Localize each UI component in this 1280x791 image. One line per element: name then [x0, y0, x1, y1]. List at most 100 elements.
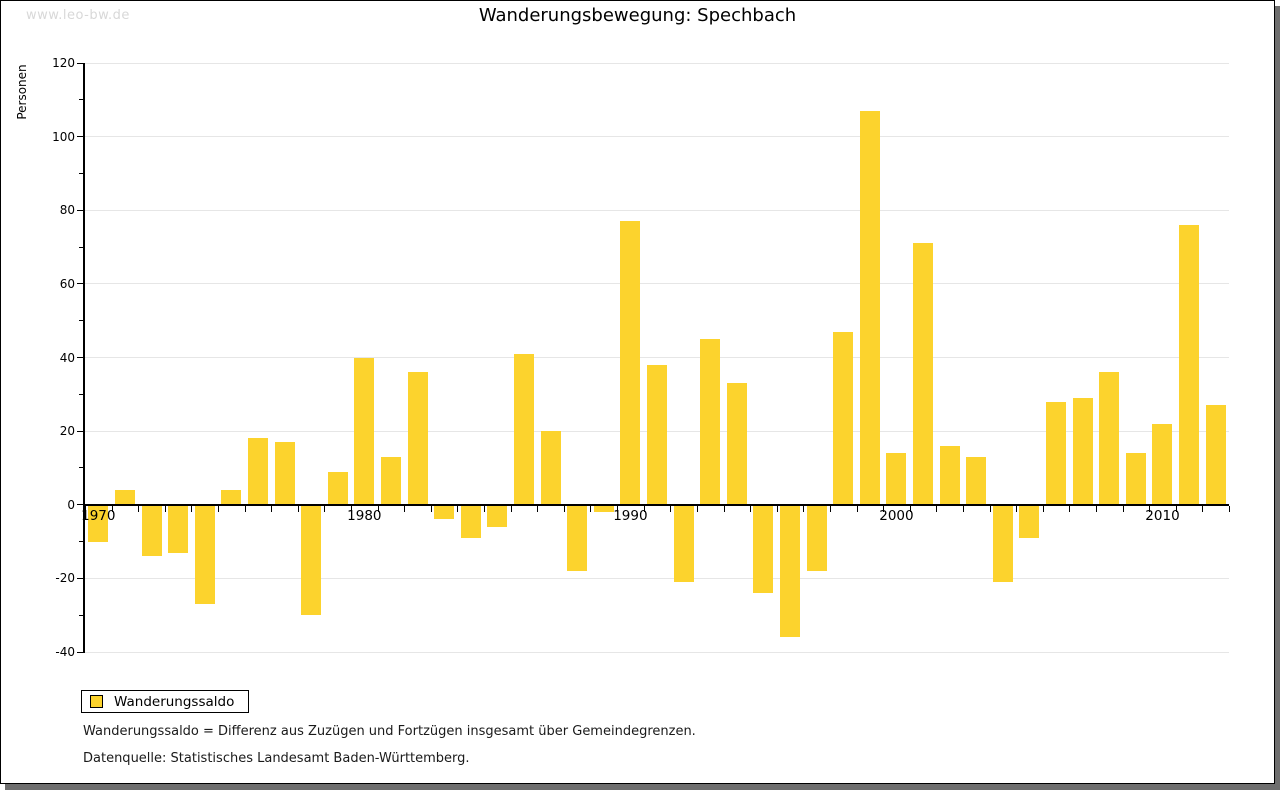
- bar-2005: [1019, 504, 1040, 538]
- x-tick-18: [563, 505, 565, 512]
- bar-1979: [327, 471, 348, 505]
- footnote-definition: Wanderungssaldo = Differenz aus Zuzügen …: [83, 724, 696, 739]
- x-tick-label-2000: 2000: [879, 507, 914, 524]
- bar-1983: [434, 504, 455, 520]
- x-tick-41: [1175, 505, 1177, 512]
- bar-2002: [939, 445, 960, 505]
- bar-1975: [221, 490, 242, 505]
- x-tick-28: [829, 505, 831, 512]
- bar-1984: [460, 504, 481, 538]
- bar-1999: [859, 110, 880, 505]
- bar-1993: [700, 339, 721, 505]
- chart-title: Wanderungsbewegung: Spechbach: [478, 5, 797, 26]
- bar-2006: [1046, 401, 1067, 505]
- y-tick-label-120: 120: [52, 56, 75, 70]
- bar-1973: [168, 504, 189, 553]
- x-tick-31: [909, 505, 911, 512]
- y-tick-0: [77, 504, 85, 506]
- y-tick-50: [79, 320, 85, 322]
- y-tick--20: [77, 577, 85, 579]
- bar-1998: [833, 331, 854, 505]
- bar-1972: [141, 504, 162, 557]
- y-tick-90: [79, 172, 85, 174]
- legend-label: Wanderungssaldo: [114, 693, 235, 710]
- gridline--40: [85, 651, 1229, 653]
- x-tick-label-2010: 2010: [1145, 507, 1180, 524]
- x-tick-26: [776, 505, 778, 512]
- x-tick-21: [643, 505, 645, 512]
- y-tick-100: [77, 136, 85, 138]
- x-tick-0: [85, 505, 86, 512]
- x-tick-23: [696, 505, 698, 512]
- x-tick-32: [936, 505, 938, 512]
- x-tick-33: [962, 505, 964, 512]
- x-tick-35: [1016, 505, 1018, 512]
- y-tick-30: [79, 393, 85, 395]
- y-tick--30: [79, 614, 85, 616]
- x-tick-label-1990: 1990: [613, 507, 648, 524]
- bar-1995: [753, 504, 774, 594]
- y-tick-label-20: 20: [59, 424, 75, 439]
- bar-1987: [540, 431, 561, 505]
- y-tick-60: [77, 283, 85, 285]
- x-tick-13: [430, 505, 432, 512]
- x-tick-36: [1042, 505, 1044, 512]
- x-tick-11: [377, 505, 379, 512]
- x-tick-25: [750, 505, 752, 512]
- x-tick-40: [1149, 505, 1151, 512]
- y-tick-label-100: 100: [52, 129, 75, 144]
- y-tick-110: [79, 99, 85, 101]
- x-tick-2: [138, 505, 140, 512]
- y-tick-label-80: 80: [59, 203, 75, 218]
- footnote-source: Datenquelle: Statistisches Landesamt Bad…: [83, 751, 470, 766]
- bar-2011: [1179, 224, 1200, 505]
- x-tick-19: [590, 505, 592, 512]
- x-tick-17: [537, 505, 539, 512]
- y-tick--10: [79, 541, 85, 543]
- bar-1985: [487, 504, 508, 527]
- y-tick-label-0: 0: [67, 497, 75, 512]
- x-tick-4: [191, 505, 193, 512]
- gridline-100: [85, 136, 1229, 138]
- x-tick-37: [1069, 505, 1071, 512]
- x-tick-9: [324, 505, 326, 512]
- x-tick-27: [803, 505, 805, 512]
- x-axis-zero-line: [85, 503, 1229, 506]
- gridline-60: [85, 283, 1229, 285]
- x-tick-3: [164, 505, 166, 512]
- y-tick-70: [79, 246, 85, 248]
- legend-box: Wanderungssaldo: [81, 690, 250, 713]
- x-tick-1: [111, 505, 113, 512]
- y-tick-80: [77, 209, 85, 211]
- bar-1974: [194, 504, 215, 605]
- x-tick-34: [989, 505, 991, 512]
- y-tick-label-40: 40: [59, 350, 75, 365]
- bar-1989: [593, 504, 614, 513]
- x-tick-20: [617, 505, 619, 512]
- gridline-40: [85, 357, 1229, 358]
- x-tick-15: [484, 505, 486, 512]
- bar-1981: [380, 456, 401, 505]
- bar-1988: [567, 504, 588, 571]
- x-tick-38: [1095, 505, 1097, 512]
- bar-1996: [780, 504, 801, 638]
- bar-1982: [407, 372, 428, 505]
- bar-1977: [274, 442, 295, 505]
- bar-2012: [1205, 405, 1226, 505]
- x-tick-24: [723, 505, 725, 512]
- x-tick-29: [856, 505, 858, 512]
- bar-1992: [673, 504, 694, 583]
- x-tick-16: [510, 505, 512, 512]
- legend-swatch: [90, 695, 103, 708]
- y-tick-label--40: -40: [55, 645, 75, 659]
- bar-1991: [647, 364, 667, 505]
- x-tick-22: [670, 505, 672, 512]
- bar-1997: [806, 504, 827, 571]
- bar-2010: [1152, 423, 1173, 505]
- x-tick-label-1980: 1980: [347, 507, 382, 524]
- bar-1990: [620, 221, 641, 505]
- bar-2008: [1099, 372, 1120, 505]
- bar-1976: [247, 438, 268, 505]
- y-tick-120: [77, 62, 85, 64]
